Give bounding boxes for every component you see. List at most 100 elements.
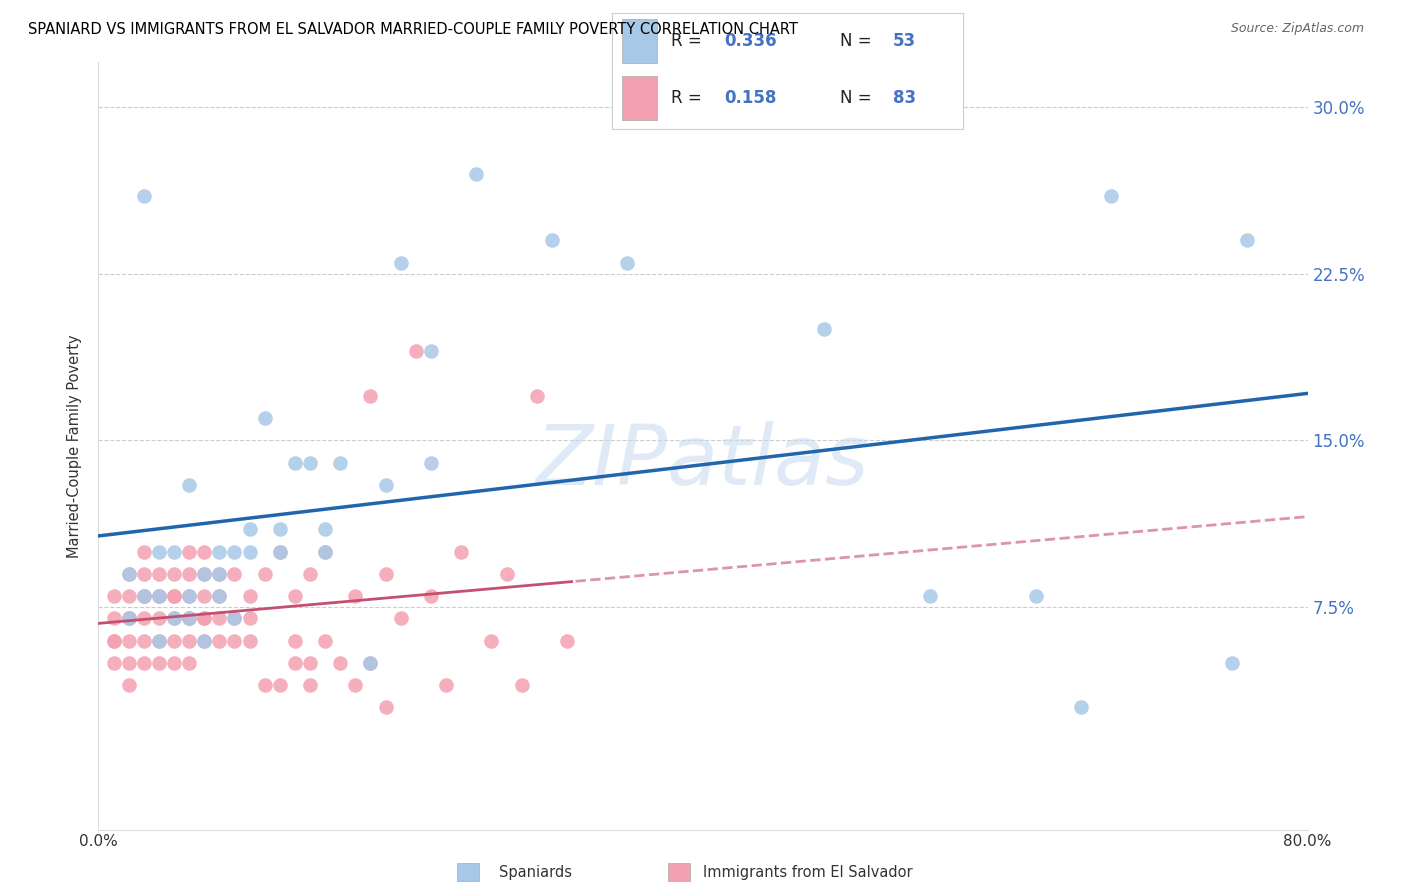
- Point: [360, 389, 382, 403]
- Point: [253, 678, 276, 692]
- Text: N =: N =: [841, 89, 877, 107]
- Text: 0.336: 0.336: [724, 32, 776, 50]
- Point: [405, 344, 427, 359]
- Text: R =: R =: [672, 32, 707, 50]
- Point: [269, 678, 291, 692]
- Point: [299, 566, 322, 581]
- Text: 83: 83: [893, 89, 915, 107]
- Point: [118, 566, 141, 581]
- Point: [329, 456, 352, 470]
- Point: [208, 566, 231, 581]
- Point: [374, 478, 396, 492]
- Point: [224, 611, 246, 625]
- Point: [179, 478, 201, 492]
- Point: [148, 611, 170, 625]
- Point: [132, 544, 155, 558]
- Point: [299, 656, 322, 670]
- Point: [224, 633, 246, 648]
- Text: Source: ZipAtlas.com: Source: ZipAtlas.com: [1230, 22, 1364, 36]
- Point: [344, 678, 367, 692]
- Bar: [621, 19, 657, 63]
- Text: SPANIARD VS IMMIGRANTS FROM EL SALVADOR MARRIED-COUPLE FAMILY POVERTY CORRELATIO: SPANIARD VS IMMIGRANTS FROM EL SALVADOR …: [28, 22, 799, 37]
- Point: [118, 656, 141, 670]
- Point: [132, 589, 155, 603]
- Point: [163, 611, 186, 625]
- Point: [163, 633, 186, 648]
- Point: [813, 322, 835, 336]
- Point: [420, 589, 443, 603]
- Y-axis label: Married-Couple Family Poverty: Married-Couple Family Poverty: [67, 334, 83, 558]
- Point: [374, 700, 396, 714]
- Point: [284, 633, 307, 648]
- Point: [193, 544, 215, 558]
- Point: [132, 189, 155, 203]
- Point: [103, 656, 125, 670]
- Point: [208, 589, 231, 603]
- Point: [163, 589, 186, 603]
- Point: [118, 611, 141, 625]
- Point: [118, 611, 141, 625]
- Point: [193, 566, 215, 581]
- Point: [148, 589, 170, 603]
- Point: [103, 633, 125, 648]
- Point: [148, 566, 170, 581]
- Point: [179, 611, 201, 625]
- Point: [193, 589, 215, 603]
- Point: [481, 633, 503, 648]
- Point: [314, 544, 336, 558]
- Point: [132, 589, 155, 603]
- Text: 53: 53: [893, 32, 915, 50]
- Point: [118, 633, 141, 648]
- Text: N =: N =: [841, 32, 877, 50]
- Point: [360, 656, 382, 670]
- Point: [148, 633, 170, 648]
- Point: [1024, 589, 1046, 603]
- Point: [420, 456, 443, 470]
- Point: [314, 522, 336, 536]
- Point: [1236, 233, 1258, 247]
- Point: [299, 456, 322, 470]
- Point: [344, 589, 367, 603]
- Point: [465, 167, 488, 181]
- Point: [208, 589, 231, 603]
- Point: [434, 678, 457, 692]
- Text: Spaniards: Spaniards: [499, 865, 572, 880]
- Point: [420, 344, 443, 359]
- Point: [239, 589, 262, 603]
- Point: [193, 611, 215, 625]
- Point: [103, 633, 125, 648]
- Text: Immigrants from El Salvador: Immigrants from El Salvador: [703, 865, 912, 880]
- Point: [1070, 700, 1092, 714]
- Point: [179, 611, 201, 625]
- Point: [239, 611, 262, 625]
- Point: [269, 522, 291, 536]
- Point: [179, 589, 201, 603]
- Point: [253, 566, 276, 581]
- Point: [193, 633, 215, 648]
- Point: [163, 544, 186, 558]
- Point: [132, 633, 155, 648]
- Point: [389, 255, 412, 269]
- Point: [118, 589, 141, 603]
- Point: [526, 389, 548, 403]
- Point: [148, 544, 170, 558]
- Point: [208, 633, 231, 648]
- Point: [132, 589, 155, 603]
- Point: [1099, 189, 1122, 203]
- Point: [179, 611, 201, 625]
- Point: [118, 566, 141, 581]
- Point: [510, 678, 533, 692]
- Point: [179, 566, 201, 581]
- Bar: [621, 76, 657, 120]
- Point: [118, 678, 141, 692]
- Point: [374, 566, 396, 581]
- Point: [253, 411, 276, 425]
- Point: [163, 566, 186, 581]
- Point: [148, 633, 170, 648]
- Point: [450, 544, 472, 558]
- Point: [208, 566, 231, 581]
- Point: [269, 544, 291, 558]
- Point: [389, 611, 412, 625]
- Point: [284, 456, 307, 470]
- Point: [239, 633, 262, 648]
